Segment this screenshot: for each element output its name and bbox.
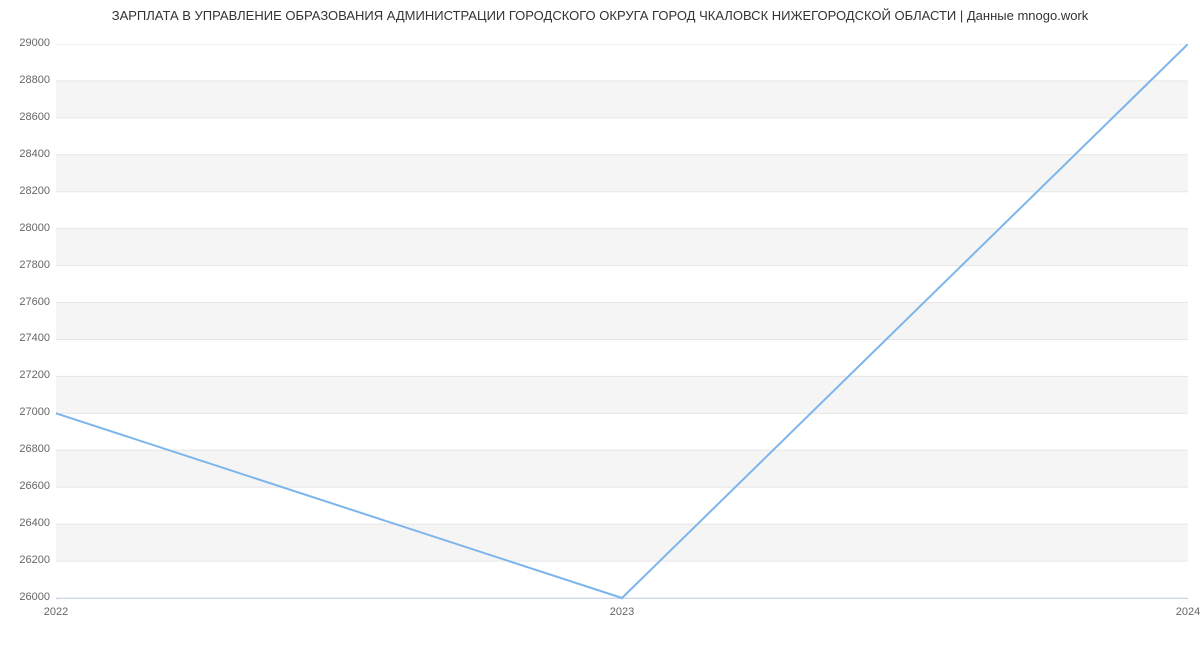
- chart-title: ЗАРПЛАТА В УПРАВЛЕНИЕ ОБРАЗОВАНИЯ АДМИНИ…: [0, 8, 1200, 23]
- plot-area: [56, 44, 1188, 600]
- y-axis-tick-label: 27200: [19, 369, 50, 381]
- y-axis-tick-label: 27400: [19, 332, 50, 344]
- y-axis-tick-label: 26400: [19, 517, 50, 529]
- y-axis-tick-label: 26600: [19, 480, 50, 492]
- y-axis-tick-label: 26000: [19, 591, 50, 603]
- y-axis-tick-label: 28400: [19, 148, 50, 160]
- x-axis-tick-label: 2022: [26, 606, 86, 618]
- y-axis-tick-label: 26800: [19, 443, 50, 455]
- y-axis-tick-label: 28200: [19, 185, 50, 197]
- y-axis-tick-label: 28000: [19, 222, 50, 234]
- y-axis-tick-label: 27600: [19, 296, 50, 308]
- y-axis-tick-label: 28600: [19, 111, 50, 123]
- salary-line-chart: ЗАРПЛАТА В УПРАВЛЕНИЕ ОБРАЗОВАНИЯ АДМИНИ…: [0, 0, 1200, 650]
- x-axis-tick-label: 2024: [1158, 606, 1200, 618]
- y-axis-tick-label: 26200: [19, 554, 50, 566]
- x-axis-tick-label: 2023: [592, 606, 652, 618]
- y-axis-tick-label: 27000: [19, 406, 50, 418]
- y-axis-tick-label: 28800: [19, 74, 50, 86]
- y-axis-tick-label: 27800: [19, 259, 50, 271]
- y-axis-tick-label: 29000: [19, 37, 50, 49]
